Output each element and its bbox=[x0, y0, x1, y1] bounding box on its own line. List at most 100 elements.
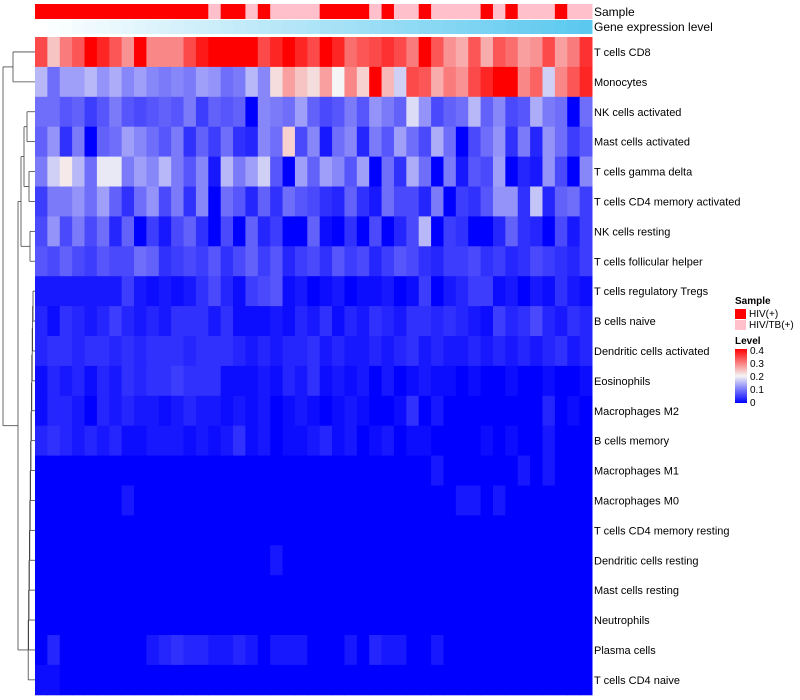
heatmap-cell bbox=[121, 545, 135, 576]
heatmap-cell bbox=[517, 246, 531, 277]
heatmap-cell bbox=[158, 575, 172, 606]
heatmap-cell bbox=[517, 126, 531, 158]
heatmap-cell bbox=[468, 485, 482, 516]
heatmap-cell bbox=[72, 605, 86, 636]
heatmap-cell bbox=[109, 455, 123, 486]
heatmap-cell bbox=[257, 156, 271, 187]
heatmap-cell bbox=[109, 306, 123, 337]
heatmap-cell bbox=[183, 605, 197, 636]
heatmap-cell bbox=[270, 635, 284, 666]
heatmap-cell bbox=[455, 575, 469, 606]
heatmap-cell bbox=[517, 156, 531, 187]
heatmap-cell bbox=[270, 395, 284, 427]
heatmap-cell bbox=[35, 605, 48, 636]
heatmap-cell bbox=[84, 96, 98, 128]
heatmap-cell bbox=[35, 276, 48, 307]
heatmap-cell bbox=[369, 664, 383, 696]
heatmap-cell bbox=[554, 276, 568, 307]
heatmap-cell bbox=[158, 186, 172, 217]
heatmap-cell bbox=[195, 395, 209, 427]
heatmap-cell bbox=[567, 246, 581, 277]
heatmap-cell bbox=[35, 485, 48, 516]
heatmap-cell bbox=[542, 276, 556, 307]
heatmap-cell bbox=[344, 635, 358, 666]
heatmap-cell bbox=[418, 635, 432, 666]
heatmap-cell bbox=[35, 37, 48, 68]
heatmap-cell bbox=[121, 635, 135, 666]
heatmap-cell bbox=[356, 156, 370, 187]
heatmap-cell bbox=[208, 425, 222, 457]
heatmap-cell bbox=[319, 455, 333, 486]
row-label: T cells CD4 naive bbox=[594, 675, 680, 687]
heatmap-cell bbox=[109, 365, 123, 397]
heatmap-cell bbox=[505, 365, 519, 397]
heatmap-cell bbox=[344, 186, 358, 217]
heatmap-cell bbox=[542, 515, 556, 546]
heatmap-cell bbox=[492, 515, 506, 546]
heatmap-cell bbox=[158, 276, 172, 307]
heatmap-cell bbox=[468, 156, 482, 187]
heatmap-cell bbox=[171, 664, 185, 696]
heatmap-cell bbox=[530, 485, 543, 516]
heatmap-cell bbox=[183, 545, 197, 576]
heatmap-cell bbox=[84, 395, 98, 427]
heatmap-cell bbox=[492, 575, 506, 606]
heatmap-cell bbox=[468, 66, 482, 98]
heatmap-cell bbox=[480, 66, 494, 98]
heatmap-cell bbox=[517, 395, 531, 427]
heatmap-cell bbox=[294, 395, 308, 427]
heatmap-cell bbox=[443, 635, 457, 666]
expression-annotation-cell bbox=[480, 20, 494, 34]
expression-annotation-cell bbox=[431, 20, 444, 34]
heatmap-cell bbox=[530, 66, 543, 98]
heatmap-cell bbox=[96, 664, 110, 696]
heatmap-cell bbox=[208, 37, 222, 68]
heatmap-cell bbox=[480, 37, 494, 68]
heatmap-cell bbox=[406, 395, 420, 427]
sample-annotation-cell bbox=[84, 4, 98, 19]
heatmap-cell bbox=[208, 365, 222, 397]
heatmap-cell bbox=[84, 545, 98, 576]
expression-annotation-cell bbox=[171, 20, 185, 34]
heatmap-cell bbox=[195, 545, 209, 576]
heatmap-cell bbox=[579, 575, 593, 606]
sample-annotation-cell bbox=[393, 4, 407, 19]
heatmap-cell bbox=[431, 485, 444, 516]
heatmap-cell bbox=[294, 186, 308, 217]
expression-annotation-cell bbox=[84, 20, 98, 34]
heatmap-cell bbox=[492, 156, 506, 187]
heatmap-cell bbox=[505, 216, 519, 247]
heatmap-cell bbox=[84, 575, 98, 606]
heatmap-cell bbox=[455, 515, 469, 546]
legend-level-tick: 0.1 bbox=[750, 385, 764, 396]
expression-annotation-cell bbox=[146, 20, 160, 34]
heatmap-cell bbox=[530, 336, 543, 367]
sample-annotation-cell bbox=[492, 4, 506, 19]
heatmap-cell bbox=[158, 306, 172, 337]
heatmap-cell bbox=[554, 395, 568, 427]
legend-level-tick: 0.3 bbox=[750, 359, 764, 370]
heatmap-cell bbox=[307, 246, 321, 277]
heatmap-cell bbox=[579, 485, 593, 516]
heatmap-cell bbox=[393, 186, 407, 217]
heatmap-cell bbox=[332, 37, 345, 68]
expression-annotation-cell bbox=[418, 20, 432, 34]
heatmap-cell bbox=[245, 425, 259, 457]
heatmap-cell bbox=[171, 575, 185, 606]
heatmap-cell bbox=[418, 395, 432, 427]
heatmap-cell bbox=[344, 216, 358, 247]
heatmap-cell bbox=[468, 635, 482, 666]
heatmap-cell bbox=[567, 635, 581, 666]
heatmap-cell bbox=[220, 515, 234, 546]
heatmap-cell bbox=[257, 425, 271, 457]
heatmap-cell bbox=[294, 425, 308, 457]
heatmap-cell bbox=[220, 455, 234, 486]
sample-annotation-cell bbox=[480, 4, 494, 19]
heatmap-cell bbox=[554, 66, 568, 98]
heatmap-cell bbox=[393, 96, 407, 128]
heatmap-cell bbox=[208, 276, 222, 307]
heatmap-cell bbox=[579, 216, 593, 247]
heatmap-cell bbox=[183, 186, 197, 217]
heatmap-cell bbox=[294, 545, 308, 576]
heatmap-cell bbox=[233, 186, 246, 217]
